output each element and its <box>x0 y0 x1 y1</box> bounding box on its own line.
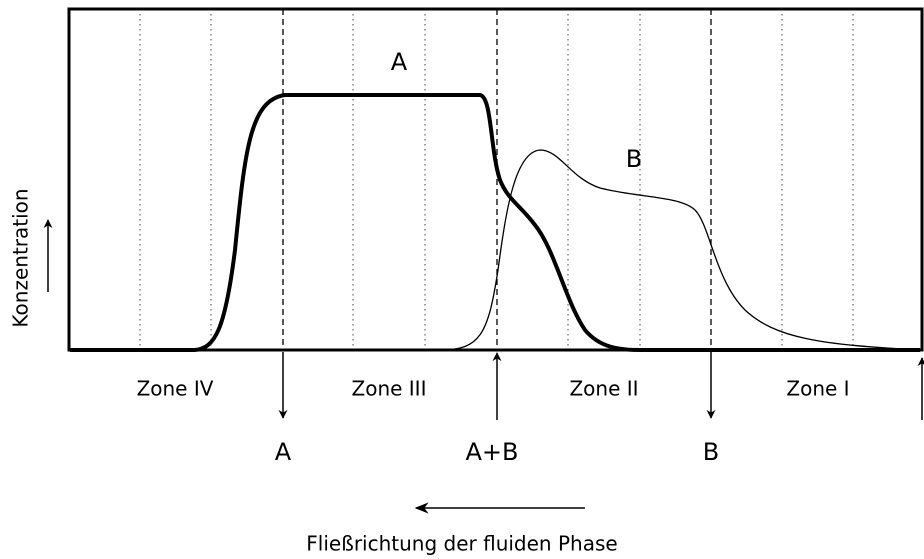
zone-label: Zone IV <box>137 377 214 401</box>
curve-a <box>70 93 920 352</box>
port-label: A <box>275 438 292 466</box>
curve-label: A <box>391 48 408 76</box>
zone-separators <box>139 9 854 350</box>
column-frame <box>67 7 924 352</box>
port-label: B <box>703 438 719 466</box>
port-label: A+B <box>466 438 519 466</box>
y-axis-label: Konzentration <box>9 188 33 327</box>
zone-label: Zone III <box>352 377 427 401</box>
flow-label: Fließrichtung der fluiden Phase <box>306 532 617 556</box>
zone-label: Zone II <box>569 377 638 401</box>
curve-b <box>70 149 923 351</box>
zone-label: Zone I <box>786 377 849 401</box>
curve-label: B <box>626 145 642 173</box>
